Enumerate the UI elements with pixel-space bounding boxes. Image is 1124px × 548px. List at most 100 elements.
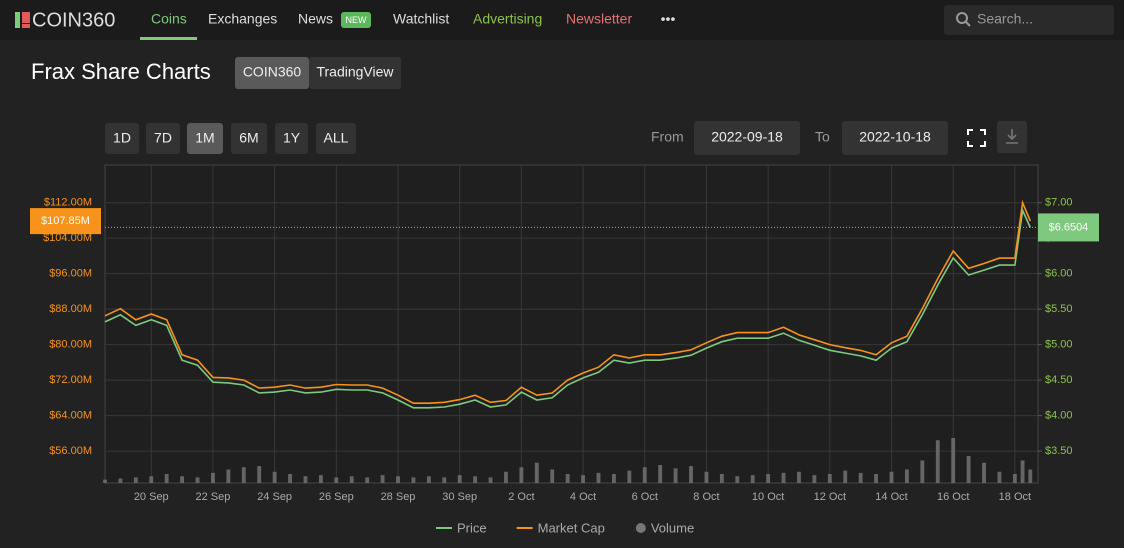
- y-tick-label: $72.00M: [49, 374, 92, 386]
- volume-bar: [318, 475, 323, 483]
- x-tick-label: 14 Oct: [875, 491, 907, 503]
- search-icon: [965, 21, 971, 27]
- series-line: [104, 207, 1032, 409]
- to-date: 2022-10-18: [859, 129, 931, 145]
- volume-bar: [180, 476, 185, 483]
- from-date: 2022-09-18: [711, 129, 783, 145]
- x-tick-label: 10 Oct: [752, 491, 784, 503]
- volume-bar: [951, 438, 956, 483]
- range-button[interactable]: [231, 123, 267, 154]
- volume-bar: [442, 477, 447, 483]
- volume-bar: [642, 467, 647, 483]
- x-tick-label: 20 Sep: [134, 491, 169, 503]
- volume-bar: [704, 471, 709, 483]
- volume-bar: [904, 469, 909, 483]
- current-label: $107.85M: [41, 215, 90, 227]
- range-button[interactable]: [105, 123, 139, 154]
- fullscreen-icon[interactable]: [967, 129, 986, 147]
- nav-item[interactable]: Watchlist: [393, 11, 449, 27]
- volume-bar: [426, 476, 431, 483]
- y-tick-label: $64.00M: [49, 409, 92, 421]
- nav-item[interactable]: Exchanges: [208, 11, 277, 27]
- x-tick-label: 12 Oct: [814, 491, 846, 503]
- legend-label[interactable]: Market Cap: [538, 520, 605, 535]
- volume-bar: [1012, 474, 1017, 483]
- series-line: [104, 199, 1032, 404]
- range-button[interactable]: [316, 123, 356, 154]
- y-tick-label: $96.00M: [49, 268, 92, 280]
- plot-area: [104, 164, 1039, 484]
- volume-bar: [396, 476, 400, 483]
- date-input[interactable]: [842, 121, 948, 155]
- range-button[interactable]: [187, 123, 223, 154]
- legend-label[interactable]: Price: [457, 520, 487, 535]
- nav-item[interactable]: News: [298, 11, 333, 27]
- logo-mark: [22, 12, 30, 23]
- x-tick-label: 26 Sep: [319, 491, 354, 503]
- volume-bar: [766, 474, 771, 483]
- range-button[interactable]: [146, 123, 180, 154]
- volume-bar: [457, 475, 462, 483]
- logo[interactable]: COIN360: [15, 9, 115, 31]
- x-tick-label: 4 Oct: [570, 491, 596, 503]
- current-badge: [30, 208, 101, 235]
- volume-bar: [473, 476, 478, 483]
- volume-bar: [797, 471, 801, 483]
- nav-item[interactable]: Newsletter: [566, 11, 632, 27]
- range-button[interactable]: [275, 123, 308, 154]
- volume-bar: [411, 477, 416, 483]
- range-label: 1Y: [283, 130, 301, 146]
- legend-label[interactable]: Volume: [651, 520, 694, 535]
- chart: 20 Sep 22 Sep 24 Sep 26 Sep 28 Sep 30 Sep 2 Oc…: [30, 165, 1099, 535]
- more-menu[interactable]: •••: [661, 11, 676, 27]
- search-icon: [956, 12, 968, 24]
- volume-bar: [103, 479, 107, 483]
- volume-bar: [226, 469, 231, 483]
- volume-bar: [735, 476, 740, 483]
- volume-bar: [118, 478, 123, 483]
- volume-bar: [874, 474, 879, 483]
- volume-bar: [504, 471, 508, 483]
- volume-bar: [827, 474, 832, 483]
- volume-bar: [935, 440, 940, 483]
- volume-bar: [272, 471, 277, 483]
- source-button[interactable]: [309, 57, 401, 89]
- volume-bar: [920, 460, 925, 483]
- y2-tick-label: $7.00: [1045, 197, 1073, 209]
- source-button[interactable]: [235, 57, 309, 89]
- volume-bar: [719, 474, 724, 483]
- volume-bar: [365, 477, 370, 483]
- logo-text: COIN360: [32, 9, 115, 31]
- search-box[interactable]: [944, 5, 1114, 35]
- volume-bar: [149, 476, 154, 483]
- volume-bar: [565, 474, 570, 483]
- y2-tick-label: $4.00: [1045, 409, 1073, 421]
- page-title: Frax Share Charts: [31, 59, 211, 84]
- volume-bar: [1020, 460, 1025, 483]
- from-label: From: [651, 129, 684, 145]
- x-tick-label: 2 Oct: [508, 491, 534, 503]
- legend-swatch: [635, 523, 646, 533]
- volume-bar: [627, 470, 632, 483]
- volume-bar: [349, 476, 354, 483]
- volume-bar: [812, 475, 817, 483]
- range-label: 6M: [239, 130, 258, 146]
- volume-bar: [211, 472, 215, 483]
- volume-bar: [781, 472, 786, 483]
- y2-tick-label: $6.00: [1045, 268, 1073, 280]
- range-label: 7D: [154, 130, 172, 146]
- x-tick-label: 8 Oct: [693, 491, 719, 503]
- x-tick-label: 24 Sep: [257, 491, 292, 503]
- volume-bar: [997, 471, 1002, 483]
- nav-item[interactable]: Advertising: [473, 11, 542, 27]
- y-tick-label: $112.00M: [44, 197, 92, 209]
- volume-bar: [966, 456, 971, 483]
- logo-mark: [22, 24, 30, 28]
- volume-bar: [380, 475, 385, 483]
- source-label: COIN360: [243, 64, 302, 80]
- x-tick-label: 22 Sep: [196, 491, 231, 503]
- date-input[interactable]: [694, 121, 800, 155]
- nav-item[interactable]: Coins: [151, 11, 187, 27]
